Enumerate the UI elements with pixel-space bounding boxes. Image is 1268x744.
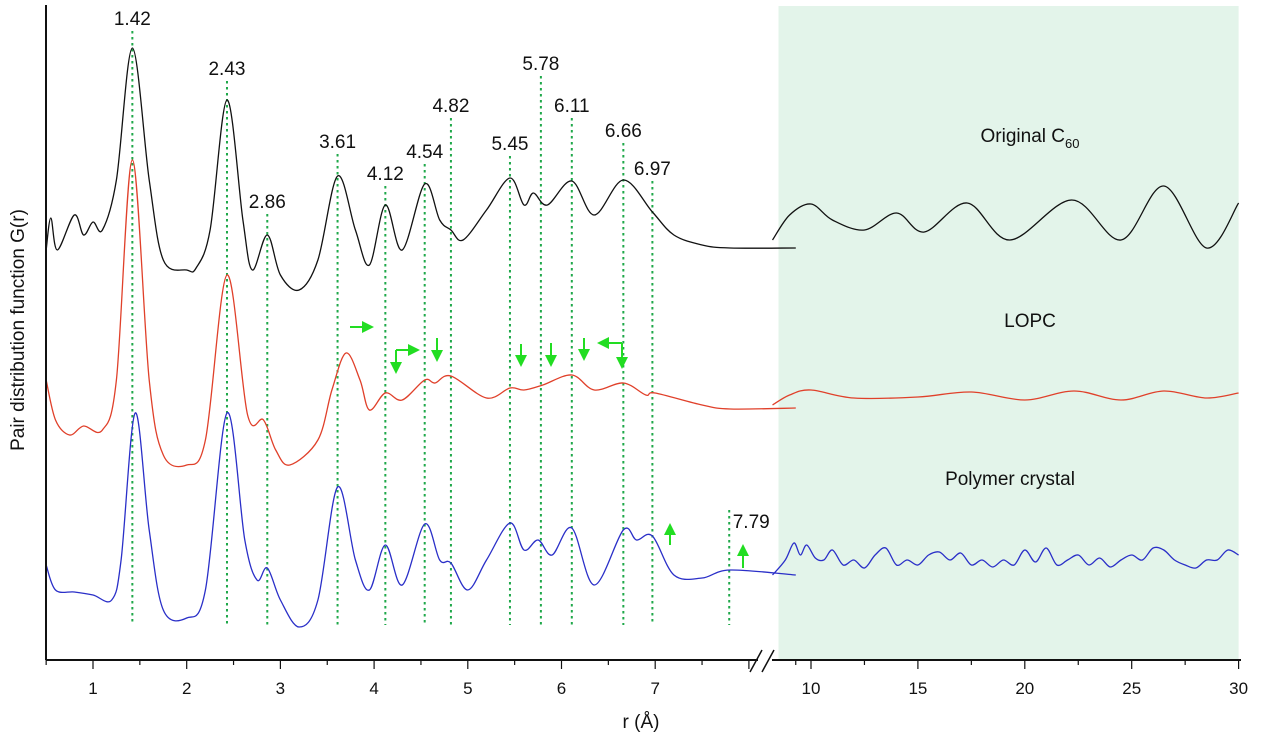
series-label: LOPC bbox=[1004, 311, 1056, 332]
x-tick-label: 4 bbox=[369, 679, 378, 698]
peak-label: 2.86 bbox=[249, 192, 286, 213]
peak-label: 6.11 bbox=[554, 96, 590, 117]
series-original-c60-long-r bbox=[771, 185, 1240, 249]
peak-label: 1.42 bbox=[114, 9, 151, 30]
peak-label: 6.66 bbox=[605, 121, 642, 142]
peak-lines bbox=[131, 31, 731, 625]
peak-labels: 1.42 2.43 2.86 3.61 4.124.54 4.82 5.45 5.78 6.11… bbox=[114, 9, 770, 533]
x-tick-label: 25 bbox=[1122, 679, 1141, 698]
shaded-region bbox=[778, 6, 1239, 660]
series-original-c60-short-r bbox=[45, 47, 796, 292]
peak-label: 7.79 bbox=[733, 512, 770, 533]
series-label: Original C60 bbox=[981, 126, 1080, 151]
x-tick-label: 15 bbox=[908, 679, 927, 698]
x-tick-label: 2 bbox=[182, 679, 191, 698]
x-tick-label: 20 bbox=[1015, 679, 1034, 698]
series-lopc-short-r bbox=[45, 159, 796, 468]
series-label-text: Polymer crystal bbox=[945, 469, 1075, 490]
peak-label: 4.12 bbox=[367, 164, 404, 185]
y-axis-label: Pair distribution function G(r) bbox=[8, 209, 29, 451]
series-lopc-long-r bbox=[772, 389, 1239, 406]
peak-label: 5.78 bbox=[522, 54, 559, 75]
axes: 1 2 3 4 5 6 7 10 15 20 25 30 bbox=[45, 5, 1248, 698]
series-label-text: Original C bbox=[981, 126, 1065, 147]
axis-break-mark bbox=[749, 649, 775, 673]
series-label-subscript: 60 bbox=[1065, 136, 1079, 151]
series-polymer-crystal-short-r bbox=[45, 412, 796, 628]
peak-label: 5.45 bbox=[491, 134, 528, 155]
series-label: Polymer crystal bbox=[945, 469, 1075, 490]
peak-label: 6.97 bbox=[634, 159, 671, 180]
peak-label: 4.54 bbox=[406, 142, 443, 163]
x-tick-label: 10 bbox=[802, 679, 821, 698]
peak-label: 2.43 bbox=[208, 59, 245, 80]
x-tick-label: 1 bbox=[88, 679, 97, 698]
peak-label: 4.82 bbox=[432, 96, 469, 117]
x-axis-label: r (Å) bbox=[623, 712, 660, 733]
series-label-text: LOPC bbox=[1004, 311, 1056, 332]
x-tick-label: 7 bbox=[650, 679, 659, 698]
x-tick-label: 5 bbox=[463, 679, 472, 698]
x-tick-label: 6 bbox=[557, 679, 566, 698]
peak-label: 3.61 bbox=[319, 132, 356, 153]
arrows bbox=[350, 321, 749, 568]
x-tick-label: 3 bbox=[276, 679, 285, 698]
curves bbox=[45, 47, 1240, 628]
series-labels: Original C60 LOPC Polymer crystal bbox=[945, 126, 1079, 490]
series-polymer-crystal-long-r bbox=[772, 542, 1239, 576]
x-tick-label: 30 bbox=[1229, 679, 1248, 698]
